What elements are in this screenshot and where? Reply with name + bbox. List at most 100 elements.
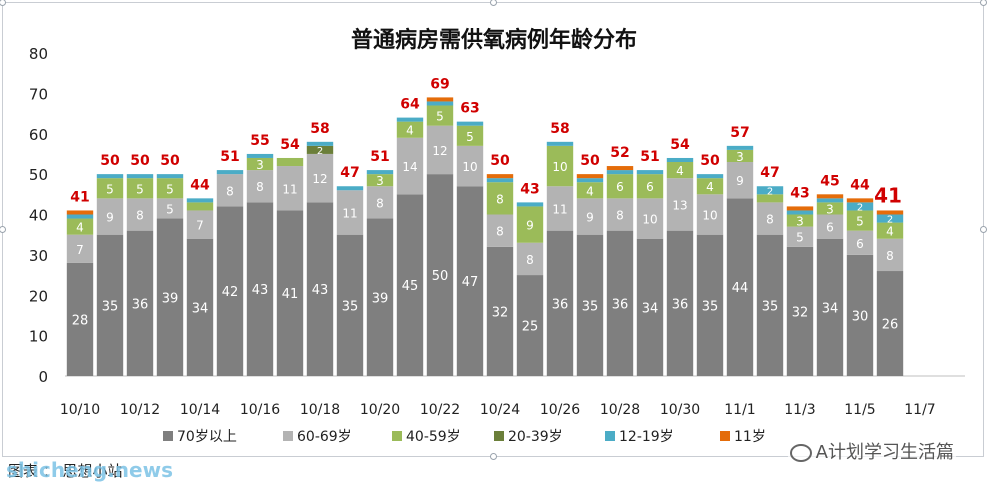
bar-segment bbox=[546, 141, 574, 146]
bar-segment bbox=[186, 202, 214, 211]
bar-value-label: 39 bbox=[162, 291, 179, 306]
bar-value-label: 35 bbox=[582, 299, 599, 314]
bar-total-label: 47 bbox=[340, 165, 359, 181]
bar-value-label: 2 bbox=[857, 202, 863, 213]
bar-segment bbox=[366, 186, 394, 219]
wechat-account: A计划学习生活篇 bbox=[787, 438, 956, 464]
bar-total-label: 57 bbox=[730, 125, 749, 141]
bar-value-label: 4 bbox=[586, 184, 594, 198]
bar-segment bbox=[516, 242, 544, 276]
bar-value-label: 5 bbox=[166, 202, 174, 216]
resize-handle[interactable] bbox=[0, 226, 6, 233]
resize-handle[interactable] bbox=[0, 0, 6, 6]
y-tick-label: 40 bbox=[29, 207, 48, 225]
bar-segment bbox=[456, 145, 484, 187]
x-tick-label: 10/28 bbox=[600, 402, 640, 418]
bar-segment bbox=[126, 174, 154, 179]
y-tick-label: 50 bbox=[29, 166, 48, 184]
legend-swatch bbox=[392, 431, 402, 441]
x-tick-label: 10/10 bbox=[60, 402, 100, 418]
bar-segment bbox=[516, 202, 544, 207]
bar-total-label: 41 bbox=[874, 183, 902, 207]
bar-segment bbox=[846, 198, 874, 203]
bar-segment bbox=[576, 178, 604, 183]
bar-value-label: 50 bbox=[432, 269, 449, 284]
bar-segment bbox=[66, 234, 94, 263]
bar-segment bbox=[306, 145, 334, 154]
bar-value-label: 44 bbox=[732, 281, 749, 296]
x-tick-label: 10/26 bbox=[540, 402, 580, 418]
legend-label: 12-19岁 bbox=[619, 429, 674, 445]
bar-total-label: 50 bbox=[700, 153, 720, 169]
bar-segment bbox=[486, 178, 514, 183]
y-tick-label: 80 bbox=[29, 45, 48, 63]
bar-value-label: 10 bbox=[642, 213, 657, 227]
bar-segment bbox=[66, 218, 94, 235]
bar-value-label: 5 bbox=[166, 182, 174, 196]
resize-handle[interactable] bbox=[490, 453, 497, 460]
bar-segment bbox=[486, 174, 514, 179]
bar-segment bbox=[156, 198, 184, 219]
bar-segment bbox=[846, 210, 874, 231]
bar-value-label: 45 bbox=[402, 279, 419, 294]
x-tick-label: 10/20 bbox=[360, 402, 400, 418]
bar-value-label: 41 bbox=[282, 287, 299, 302]
x-tick-label: 10/16 bbox=[240, 402, 280, 418]
bar-segment bbox=[366, 170, 394, 175]
bar-segment bbox=[336, 186, 364, 191]
figure-caption: 图表 ： 思想小站 bbox=[8, 462, 123, 480]
legend-swatch bbox=[283, 431, 293, 441]
bar-segment bbox=[696, 194, 724, 235]
legend-swatch bbox=[494, 431, 504, 441]
bar-value-label: 5 bbox=[856, 215, 864, 229]
bar-total-label: 58 bbox=[550, 121, 569, 137]
bar-segment bbox=[726, 149, 754, 163]
bar-segment bbox=[426, 174, 454, 376]
bar-segment bbox=[636, 170, 664, 175]
bar-segment bbox=[66, 262, 94, 376]
bar-total-label: 51 bbox=[370, 149, 389, 165]
bar-segment bbox=[606, 198, 634, 231]
x-tick-label: 11/3 bbox=[784, 402, 815, 418]
bar-segment bbox=[246, 157, 274, 171]
bar-value-label: 2 bbox=[317, 146, 323, 157]
bar-value-label: 8 bbox=[256, 180, 264, 194]
bar-segment bbox=[576, 182, 604, 199]
bar-segment bbox=[396, 117, 424, 122]
bar-segment bbox=[786, 246, 814, 376]
resize-handle[interactable] bbox=[980, 0, 987, 6]
x-tick-label: 10/22 bbox=[420, 402, 460, 418]
bar-value-label: 36 bbox=[132, 297, 149, 312]
bar-value-label: 28 bbox=[72, 313, 89, 328]
bar-value-label: 8 bbox=[376, 196, 384, 210]
bar-segment bbox=[186, 238, 214, 376]
bar-value-label: 7 bbox=[196, 219, 204, 233]
bar-segment bbox=[846, 230, 874, 255]
bar-value-label: 10 bbox=[552, 160, 567, 174]
bar-total-label: 54 bbox=[280, 137, 300, 153]
bar-value-label: 36 bbox=[552, 297, 569, 312]
bar-segment bbox=[726, 162, 754, 199]
bar-value-label: 8 bbox=[526, 253, 534, 267]
bar-segment bbox=[546, 145, 574, 187]
bar-segment bbox=[756, 234, 784, 376]
bar-value-label: 5 bbox=[466, 130, 474, 144]
bar-total-label: 50 bbox=[160, 153, 180, 169]
bar-value-label: 8 bbox=[496, 225, 504, 239]
bar-segment bbox=[846, 254, 874, 376]
bar-segment bbox=[396, 121, 424, 138]
bar-segment bbox=[156, 218, 184, 376]
bar-value-label: 6 bbox=[856, 237, 864, 251]
bar-total-label: 63 bbox=[460, 101, 479, 117]
bar-segment bbox=[216, 174, 244, 207]
resize-handle[interactable] bbox=[490, 0, 497, 6]
bar-total-label: 64 bbox=[400, 97, 420, 113]
bar-segment bbox=[786, 214, 814, 227]
resize-handle[interactable] bbox=[980, 226, 987, 233]
bar-value-label: 5 bbox=[136, 182, 144, 196]
bar-segment bbox=[786, 206, 814, 211]
bar-total-label: 51 bbox=[640, 149, 659, 165]
bar-segment bbox=[336, 190, 364, 235]
bar-segment bbox=[696, 178, 724, 195]
